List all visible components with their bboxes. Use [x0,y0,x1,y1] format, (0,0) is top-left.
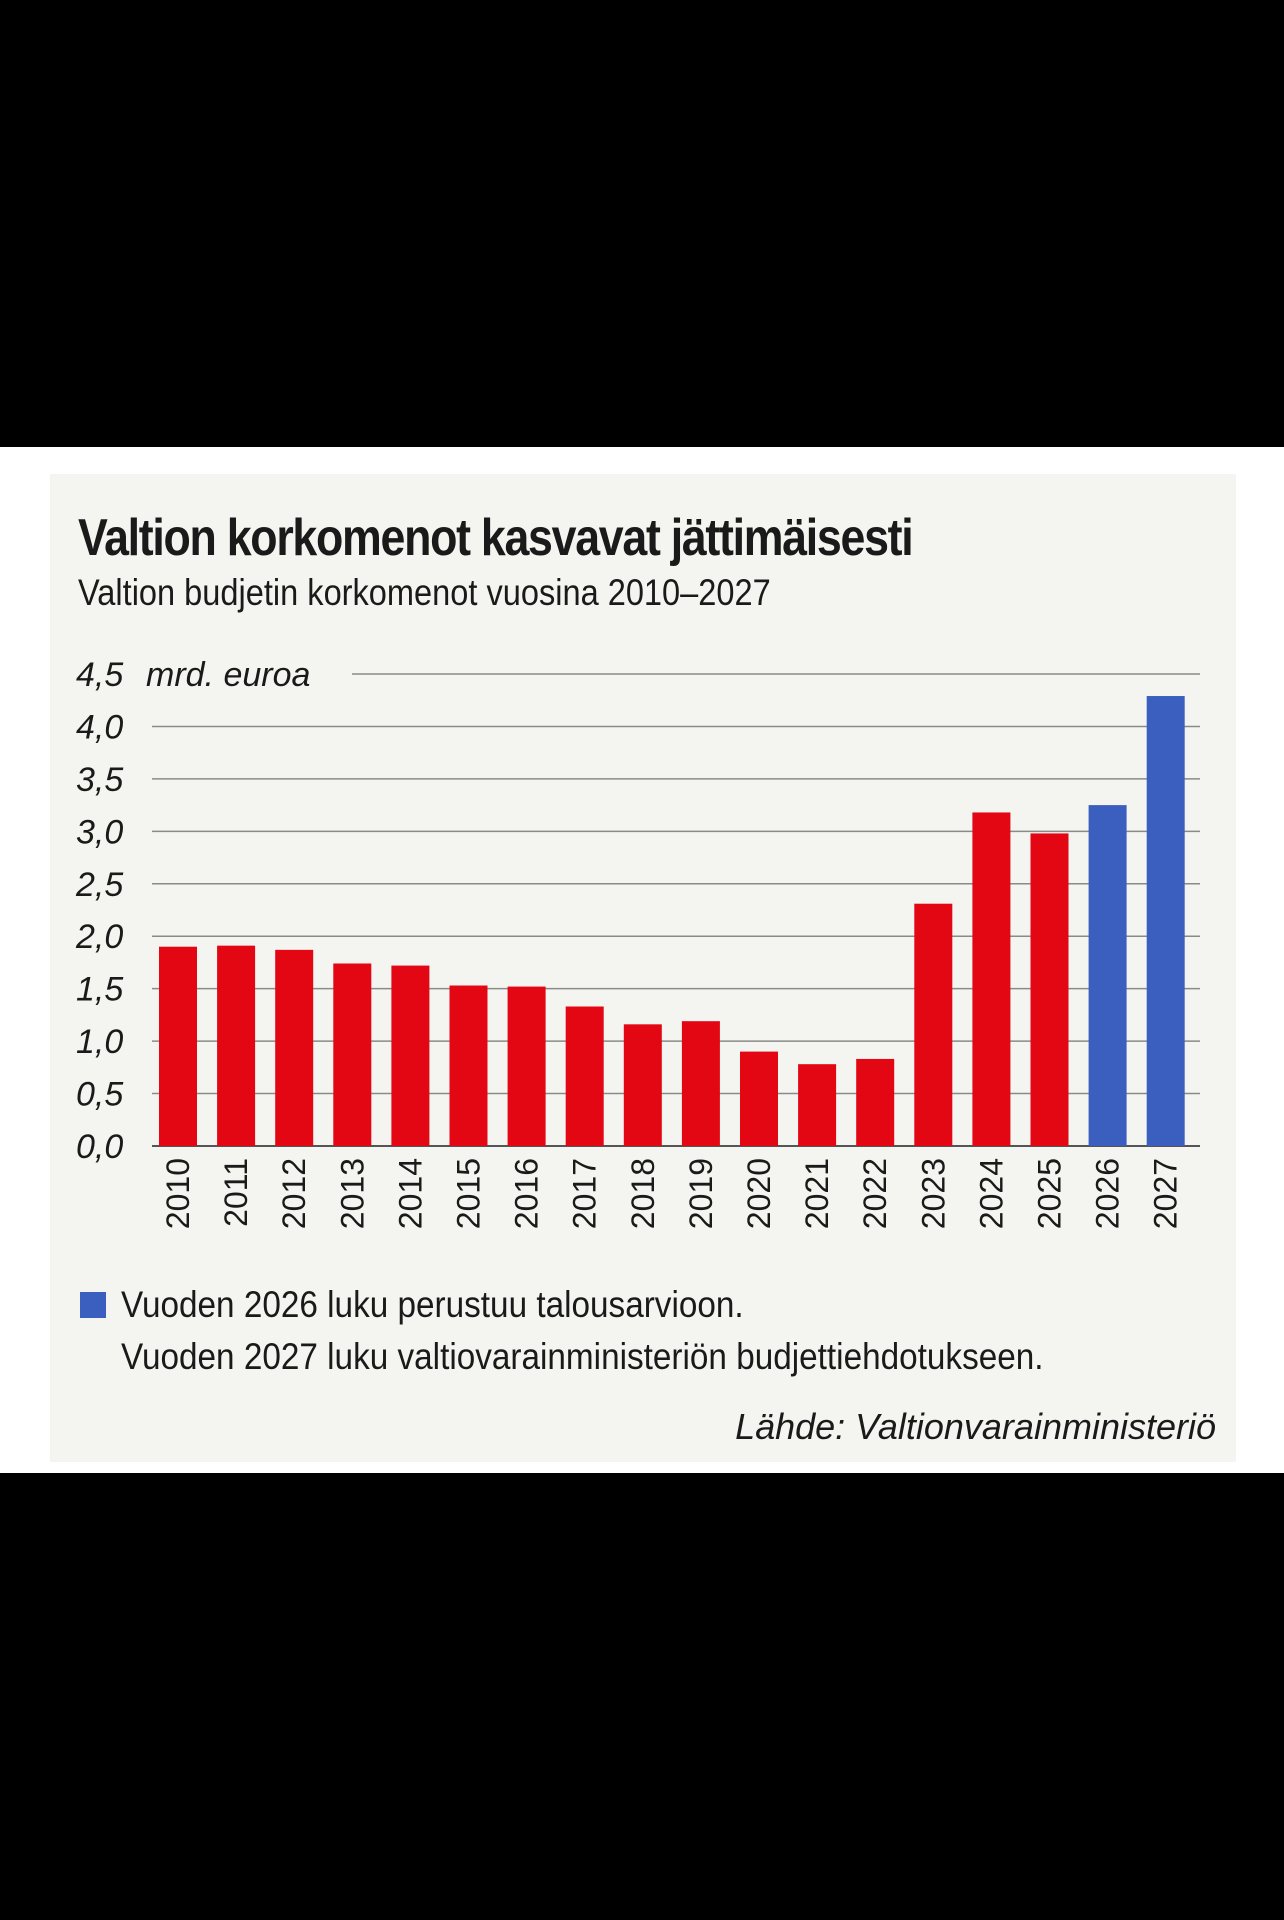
bar-2021 [798,1064,837,1146]
bar-2013 [333,963,372,1146]
bar-2010 [159,946,197,1146]
x-tick-label: 2026 [1090,1158,1126,1229]
bar-2015 [449,985,488,1146]
bar-2012 [275,949,314,1146]
x-tick-label: 2012 [276,1158,312,1229]
legend-line-1: Vuoden 2026 luku perustuu talousarvioon. [121,1284,744,1325]
bars [159,696,1185,1146]
bar-2024 [972,812,1011,1146]
x-tick-label: 2021 [799,1158,835,1229]
x-tick-label: 2011 [218,1158,254,1227]
source-note: Lähde: Valtionvarainministeriö [735,1406,1216,1447]
x-tick-label: 2018 [625,1158,661,1229]
x-axis-ticks: 2010 2011 2012 2013 2014 2015 2016 2017 2018 2019… [160,1158,1184,1229]
bar-2026 [1088,805,1127,1146]
bar-2019 [681,1021,720,1146]
bar-2014 [391,965,430,1146]
y-tick-label: 1,5 [76,971,123,1009]
y-tick-label: 4,5 [76,656,123,694]
chart-title: Valtion korkomenot kasvavat jättimäisest… [78,509,914,567]
x-tick-label: 2024 [973,1158,1009,1229]
chart-subtitle: Valtion budjetin korkomenot vuosina 2010… [78,572,771,613]
grid-lines [152,673,1200,1147]
bar-2016 [507,986,546,1146]
x-tick-label: 2017 [567,1158,603,1229]
y-axis-ticks: 0,0 0,5 1,0 1,5 2,0 2,5 3,0 3,5 4,0 4,5 [75,656,123,1166]
x-tick-label: 2015 [451,1158,487,1229]
y-tick-label: 3,5 [76,761,123,799]
bar-2020 [740,1051,778,1146]
x-tick-label: 2023 [915,1158,951,1229]
x-tick-label: 2014 [392,1158,428,1229]
x-tick-label: 2022 [857,1158,893,1229]
bar-2023 [914,903,953,1146]
x-tick-label: 2020 [741,1158,777,1229]
y-tick-label: 0,0 [76,1128,123,1166]
x-tick-label: 2025 [1032,1158,1068,1229]
legend-line-2: Vuoden 2027 luku valtiovarainministeriön… [121,1336,1044,1377]
bar-2027 [1146,696,1185,1146]
x-tick-label: 2010 [160,1158,196,1229]
bar-2017 [565,1006,604,1146]
bar-2018 [623,1024,662,1146]
x-tick-label: 2016 [509,1158,545,1229]
bar-2022 [856,1058,895,1146]
y-axis-unit-label: mrd. euroa [146,656,310,694]
bar-2025 [1030,833,1069,1146]
y-tick-label: 2,5 [75,866,123,904]
y-tick-label: 3,0 [76,813,123,851]
x-tick-label: 2027 [1148,1158,1184,1229]
x-tick-label: 2013 [334,1158,370,1229]
x-tick-label: 2019 [683,1158,719,1229]
legend-forecast-swatch [80,1292,106,1318]
y-tick-label: 1,0 [76,1023,123,1061]
y-tick-label: 2,0 [75,918,123,956]
y-tick-label: 0,5 [76,1076,123,1114]
bar-2011 [217,945,256,1146]
y-tick-label: 4,0 [76,708,123,746]
